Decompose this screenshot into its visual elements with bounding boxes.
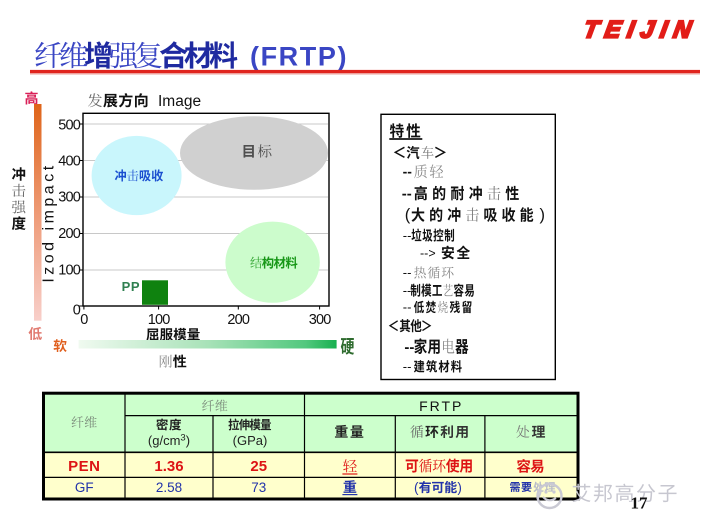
svg-text:FRTP: FRTP xyxy=(419,398,463,414)
svg-text:25: 25 xyxy=(250,458,267,475)
svg-text:Image: Image xyxy=(158,93,201,110)
svg-text:0: 0 xyxy=(73,303,81,319)
svg-text:--: -- xyxy=(403,300,412,315)
svg-text:(FRTP): (FRTP) xyxy=(250,42,348,72)
svg-text:300: 300 xyxy=(309,312,332,328)
svg-text:2.58: 2.58 xyxy=(156,480,182,495)
svg-text:1.36: 1.36 xyxy=(154,458,183,475)
svg-text:): ) xyxy=(540,206,546,224)
svg-text:(GPa): (GPa) xyxy=(233,433,268,448)
svg-text:(: ( xyxy=(414,480,419,495)
svg-text:): ) xyxy=(457,480,462,495)
svg-text:500: 500 xyxy=(58,118,81,134)
svg-text:--: -- xyxy=(402,186,412,203)
svg-text:(: ( xyxy=(405,206,411,224)
svg-text:PEN: PEN xyxy=(68,458,100,475)
svg-text:100: 100 xyxy=(58,263,81,279)
svg-text:100: 100 xyxy=(148,312,171,328)
svg-text:PP: PP xyxy=(122,279,140,294)
svg-text:--: -- xyxy=(404,339,414,356)
svg-text:200: 200 xyxy=(227,312,250,328)
svg-text:0: 0 xyxy=(80,312,88,328)
svg-text:--: -- xyxy=(403,265,412,280)
svg-text:TEIJIN: TEIJIN xyxy=(581,17,699,44)
svg-text:-->: --> xyxy=(420,247,436,261)
svg-text:--: -- xyxy=(403,283,412,298)
svg-text:73: 73 xyxy=(251,480,266,495)
svg-text:300: 300 xyxy=(58,190,81,206)
svg-text:--: -- xyxy=(403,359,412,374)
svg-text:GF: GF xyxy=(75,480,94,495)
svg-text:--: -- xyxy=(403,228,412,243)
svg-text:Izod impact: Izod impact xyxy=(41,162,58,282)
svg-text:400: 400 xyxy=(58,154,81,170)
svg-text:(g/cm3): (g/cm3) xyxy=(148,432,190,448)
svg-text:200: 200 xyxy=(58,226,81,242)
svg-text:--: -- xyxy=(403,164,413,180)
svg-text:17: 17 xyxy=(631,494,649,513)
